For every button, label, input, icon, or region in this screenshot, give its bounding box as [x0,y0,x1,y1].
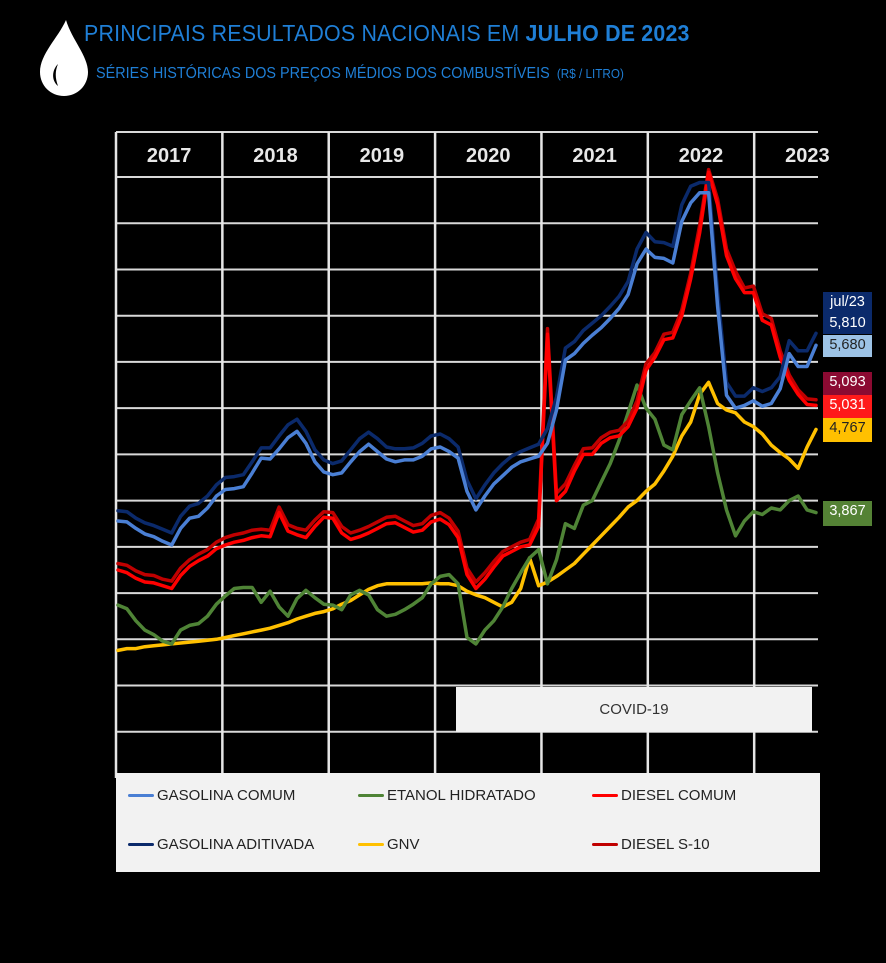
legend-label: GASOLINA ADITIVADA [157,836,315,853]
legend-swatch [128,843,154,846]
series-line-diesel-comum [116,170,818,591]
end-label-etanol: 3,867 [823,501,872,526]
year-label: 2017 [147,145,192,167]
title-emphasis: JULHO DE 2023 [525,20,690,46]
legend-item-diesel-s10: DIESEL S-10 [592,836,710,853]
series-line-gasolina-aditivada [116,180,818,535]
end-label-diesel-s10: 5,093 [823,372,872,395]
legend-swatch [592,794,618,797]
series-line-gasolina-comum [116,190,818,547]
legend-label: DIESEL S-10 [621,836,710,853]
legend-swatch [358,843,384,846]
legend-item-gnv: GNV [358,836,420,853]
legend-swatch [128,794,154,797]
year-label: 2019 [360,145,405,167]
legend-label: DIESEL COMUM [621,787,737,804]
end-label-diesel-comum: 5,031 [823,395,872,418]
end-label-gnv: 4,767 [823,418,872,442]
page-title: PRINCIPAIS RESULTADOS NACIONAIS EM JULHO… [84,20,690,47]
end-label-value: 4,767 [829,420,866,436]
water-drop-icon [40,20,88,96]
end-label-value: 5,810 [829,315,866,331]
series-line-etanol-hidratado [116,383,818,646]
unit-label: (R$ / LITRO) [556,66,624,81]
legend-swatch [592,843,618,846]
covid-label: COVID-19 [599,701,669,718]
legend-label: ETANOL HIDRATADO [387,787,536,804]
legend-item-gasolina-aditivada: GASOLINA ADITIVADA [128,836,314,853]
end-label-gasolina-aditivada: jul/23 5,810 [823,292,872,334]
year-label: 2020 [466,145,511,167]
legend-label: GASOLINA COMUM [157,787,296,804]
end-label-value: 3,867 [829,503,866,519]
chart-legend: GASOLINA COMUM ETANOL HIDRATADO DIESEL C… [116,773,820,872]
subtitle-text: SÉRIES HISTÓRICAS DOS PREÇOS MÉDIOS DOS … [96,65,550,82]
covid-annotation: COVID-19 [456,687,812,732]
legend-swatch [358,794,384,797]
legend-item-etanol: ETANOL HIDRATADO [358,787,536,804]
legend-label: GNV [387,836,420,853]
year-label: 2021 [572,145,617,167]
end-label-value: 5,031 [829,397,866,413]
end-label-value: 5,680 [829,337,866,353]
page-subtitle: SÉRIES HISTÓRICAS DOS PREÇOS MÉDIOS DOS … [96,65,624,83]
end-label-period: jul/23 [830,294,865,310]
year-label: 2022 [679,145,724,167]
year-label: 2023 [785,145,830,167]
legend-item-gasolina-comum: GASOLINA COMUM [128,787,295,804]
title-prefix: PRINCIPAIS RESULTADOS NACIONAIS EM [84,20,526,46]
year-label: 2018 [253,145,298,167]
end-label-value: 5,093 [829,374,866,390]
end-label-gasolina-comum: 5,680 [823,335,872,357]
legend-item-diesel-comum: DIESEL COMUM [592,787,736,804]
